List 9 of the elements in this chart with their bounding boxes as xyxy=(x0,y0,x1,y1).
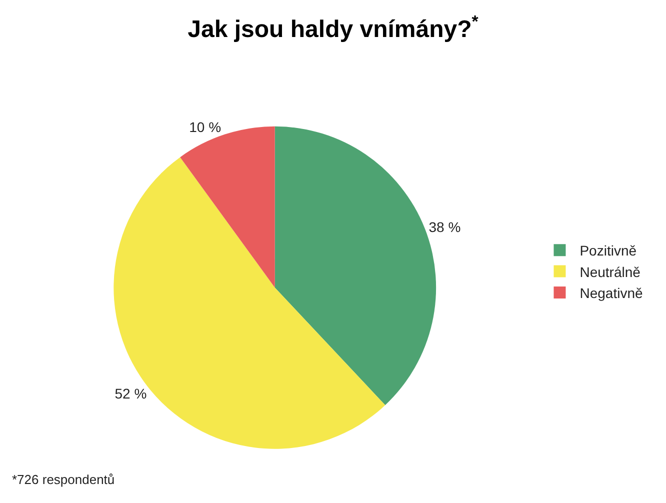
legend-label: Neutrálně xyxy=(580,264,641,280)
data-label: 10 % xyxy=(189,119,222,136)
data-label: 38 % xyxy=(428,219,461,236)
data-label: 52 % xyxy=(114,386,147,402)
chart-title: Jak jsou haldy vnímány?$^{*}$ xyxy=(188,12,479,43)
pie-slice xyxy=(114,157,386,449)
text: *726 respondentů xyxy=(12,472,115,487)
legend-label: Pozitivně xyxy=(580,242,637,259)
legend-label: Negativně xyxy=(580,284,643,301)
